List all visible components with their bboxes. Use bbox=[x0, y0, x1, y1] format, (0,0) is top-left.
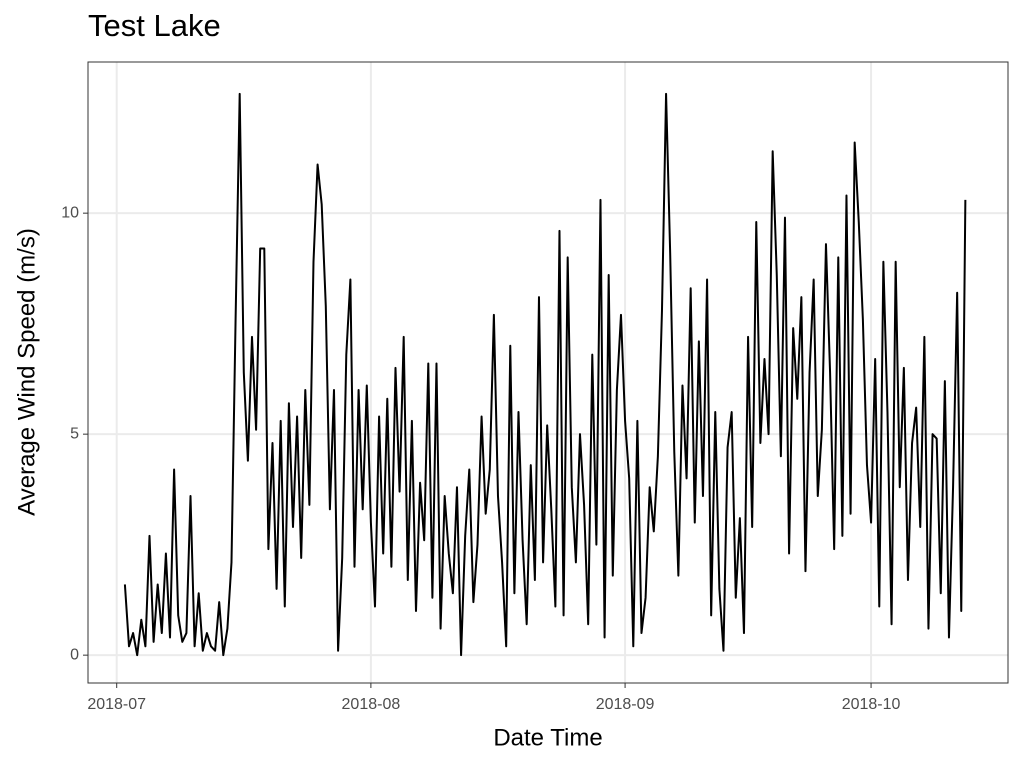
x-axis-label: Date Time bbox=[493, 724, 602, 751]
y-tick-label: 0 bbox=[70, 646, 79, 663]
y-axis-label: Average Wind Speed (m/s) bbox=[13, 228, 40, 516]
plot-background bbox=[88, 62, 1008, 683]
data-line bbox=[123, 92, 967, 657]
x-tick-label: 2018-08 bbox=[342, 696, 401, 713]
x-tick-label: 2018-09 bbox=[596, 696, 655, 713]
panel-border bbox=[87, 61, 1009, 684]
x-tick-label: 2018-10 bbox=[842, 696, 901, 713]
x-tick-label: 2018-07 bbox=[87, 696, 146, 713]
y-tick-label: 10 bbox=[61, 204, 79, 221]
y-tick-label: 5 bbox=[70, 425, 79, 442]
chart-title: Test Lake bbox=[88, 8, 221, 43]
